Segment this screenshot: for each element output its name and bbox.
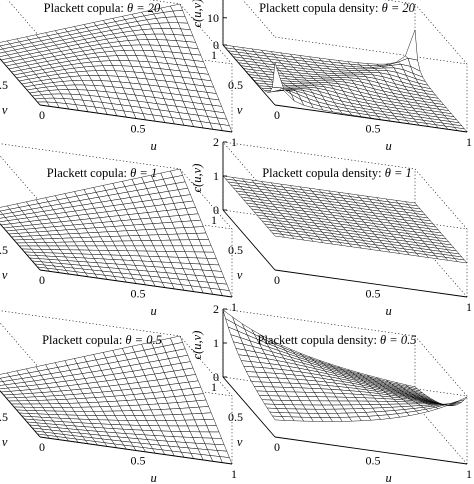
u-axis-label: u xyxy=(385,304,391,318)
v-tick-label: 0.5 xyxy=(0,78,8,92)
u-tick-label: 0 xyxy=(274,273,280,287)
v-axis-line xyxy=(0,58,41,106)
u-tick-label: 1 xyxy=(466,300,472,314)
panel-3: Plackett copula: θ = 100.51C(u,v)00.51u0… xyxy=(0,143,237,318)
axes-lines xyxy=(222,0,468,133)
v-tick-label: 0.5 xyxy=(228,78,243,92)
v-axis-label: v xyxy=(2,435,8,449)
v-tick-label: 0.5 xyxy=(228,243,243,257)
v-tick-label: 1 xyxy=(211,48,217,62)
panel-5: Plackett copula: θ = 0.500.51C(u,v)00.51… xyxy=(0,310,237,484)
box-top xyxy=(242,0,468,65)
mesh-cell xyxy=(170,3,183,12)
v-tick-label: 0.5 xyxy=(228,410,243,424)
mesh-cell xyxy=(405,29,418,61)
chart-title-text: Plackett copula density: xyxy=(262,166,385,180)
u-axis-label: u xyxy=(150,139,156,153)
v-axis-label: v xyxy=(237,435,243,449)
panel-4: Plackett copula density: θ = 1012c(u,v)0… xyxy=(190,135,472,318)
u-tick-label: 0.5 xyxy=(366,287,381,301)
u-axis-line xyxy=(274,104,468,133)
chart-title-text: Plackett copula density: xyxy=(259,1,382,15)
v-axis-label: v xyxy=(237,268,243,282)
chart-title: Plackett copula density: θ = 20 xyxy=(259,1,416,15)
v-tick-label: 1 xyxy=(211,380,217,394)
chart-title: Plackett copula: θ = 20 xyxy=(44,1,161,15)
u-axis-label: u xyxy=(150,471,156,484)
z-tick-label: 2 xyxy=(213,135,219,149)
u-tick-label: 1 xyxy=(231,467,237,481)
z-tick-label: 1 xyxy=(213,169,219,183)
u-tick-label: 1 xyxy=(231,135,237,149)
surface-mesh xyxy=(222,175,468,264)
v-tick-label: 0.5 xyxy=(0,243,8,257)
v-axis-label: v xyxy=(237,103,243,117)
u-tick-label: 0 xyxy=(39,440,45,454)
z-tick-label: 10 xyxy=(207,11,219,25)
chart-title-text: Plackett copula: xyxy=(42,333,125,347)
v-axis-label: v xyxy=(2,268,8,282)
chart-title-value: θ = 1 xyxy=(385,166,412,180)
chart-title-value: θ = 20 xyxy=(382,1,416,15)
chart-title: Plackett copula: θ = 0.5 xyxy=(42,333,162,347)
u-tick-label: 0 xyxy=(274,108,280,122)
chart-title: Plackett copula density: θ = 0.5 xyxy=(258,333,417,347)
u-tick-label: 0.5 xyxy=(131,454,146,468)
u-tick-label: 0.5 xyxy=(366,122,381,136)
z-axis-label: c(u,v) xyxy=(190,0,204,27)
v-axis-label: v xyxy=(2,103,8,117)
u-tick-label: 1 xyxy=(466,467,472,481)
u-tick-label: 0.5 xyxy=(366,454,381,468)
u-axis-label: u xyxy=(385,471,391,484)
axes-lines xyxy=(0,58,233,133)
chart-title-text: Plackett copula density: xyxy=(258,333,381,347)
panel-1: Plackett copula: θ = 2000.51C(u,v)00.51u… xyxy=(0,0,237,153)
u-tick-label: 0.5 xyxy=(131,122,146,136)
chart-title-value: θ = 1 xyxy=(130,166,157,180)
u-tick-label: 0.5 xyxy=(131,287,146,301)
panel-2: Plackett copula density: θ = 2001020c(u,… xyxy=(190,0,472,153)
surface-mesh xyxy=(0,3,233,133)
v-axis-line xyxy=(222,44,276,106)
u-tick-label: 0 xyxy=(39,273,45,287)
surface-mesh xyxy=(222,29,468,133)
u-axis-line xyxy=(39,104,233,133)
v-tick-label: 0.5 xyxy=(0,410,8,424)
chart-title-text: Plackett copula: xyxy=(44,1,127,15)
surface-mesh xyxy=(222,309,468,422)
chart-title: Plackett copula density: θ = 1 xyxy=(262,166,412,180)
chart-title-value: θ = 0.5 xyxy=(380,333,416,347)
z-axis-label: c(u,v) xyxy=(190,331,204,360)
u-axis-label: u xyxy=(150,304,156,318)
u-tick-label: 1 xyxy=(231,300,237,314)
chart-title-value: θ = 0.5 xyxy=(125,333,161,347)
u-tick-label: 0 xyxy=(274,440,280,454)
z-axis-label: c(u,v) xyxy=(190,164,204,193)
mesh-cell xyxy=(454,258,468,264)
u-tick-label: 0 xyxy=(39,108,45,122)
u-axis-label: u xyxy=(385,139,391,153)
v-tick-label: 1 xyxy=(211,213,217,227)
chart-title-value: θ = 20 xyxy=(127,1,161,15)
z-tick-label: 0 xyxy=(213,38,219,52)
chart-title: Plackett copula: θ = 1 xyxy=(47,166,157,180)
surface-mesh xyxy=(0,168,233,298)
chart-title-text: Plackett copula: xyxy=(47,166,130,180)
z-tick-label: 2 xyxy=(213,302,219,316)
z-tick-label: 1 xyxy=(213,336,219,350)
u-tick-label: 1 xyxy=(466,135,472,149)
